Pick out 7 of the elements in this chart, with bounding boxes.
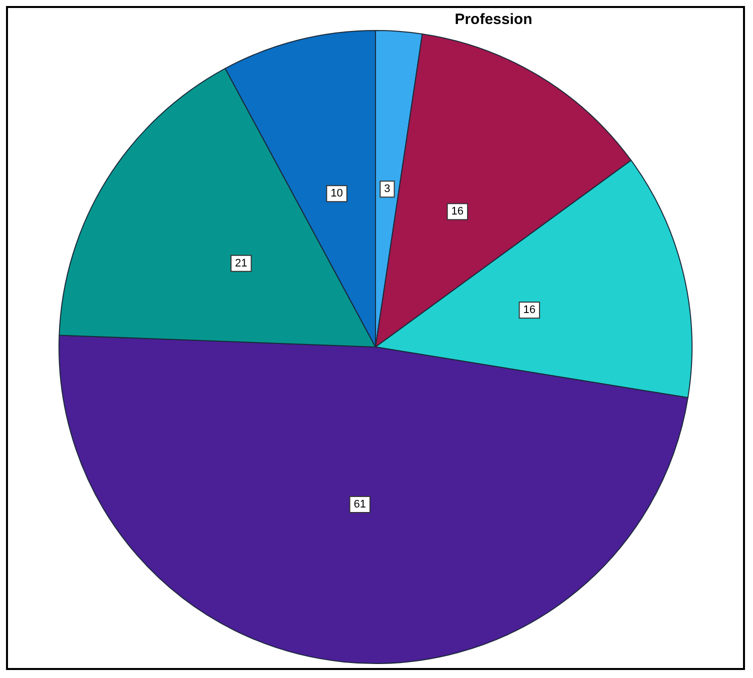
data-label: 21 <box>235 257 248 270</box>
data-label: 16 <box>451 206 464 218</box>
data-label: 16 <box>523 304 536 316</box>
data-label: 61 <box>354 498 366 511</box>
data-label: 3 <box>384 183 390 196</box>
chart-title: Profession <box>454 11 532 28</box>
data-label: 10 <box>330 188 343 200</box>
